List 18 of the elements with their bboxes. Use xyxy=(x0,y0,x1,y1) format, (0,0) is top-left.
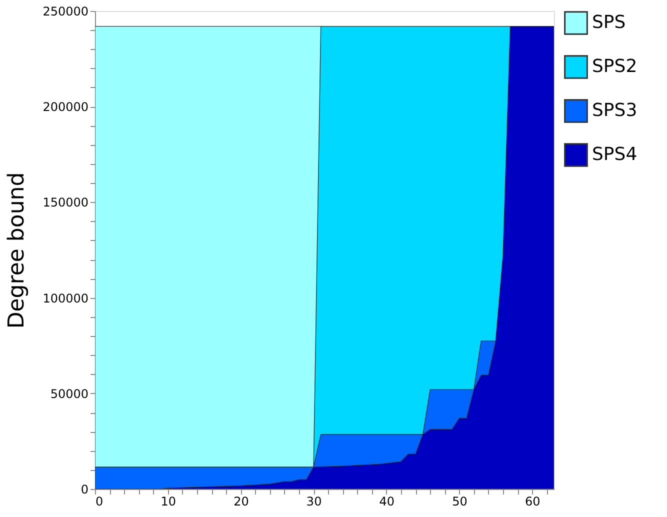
legend-label: SPS3 xyxy=(592,100,638,121)
y-tick-label: 150000 xyxy=(42,196,88,210)
x-tick-label: 30 xyxy=(306,494,322,508)
x-tick-label: 40 xyxy=(379,494,395,508)
y-tick-label: 0 xyxy=(80,482,88,496)
x-tick-label: 10 xyxy=(160,494,176,508)
x-tick-label: 20 xyxy=(234,494,249,508)
legend-label: SPS4 xyxy=(592,144,638,165)
y-tick-label: 250000 xyxy=(42,4,88,18)
y-tick-label: 50000 xyxy=(50,386,88,401)
legend-label: SPS xyxy=(592,12,626,33)
y-tick-label: 200000 xyxy=(42,100,88,114)
y-tick-label: 100000 xyxy=(42,291,88,306)
legend-label: SPS2 xyxy=(592,56,638,77)
y-axis-title: Degree bound xyxy=(4,172,30,329)
x-tick-label: 50 xyxy=(452,494,468,508)
x-tick-label: 60 xyxy=(525,494,540,508)
x-tick-label: 0 xyxy=(96,494,104,508)
